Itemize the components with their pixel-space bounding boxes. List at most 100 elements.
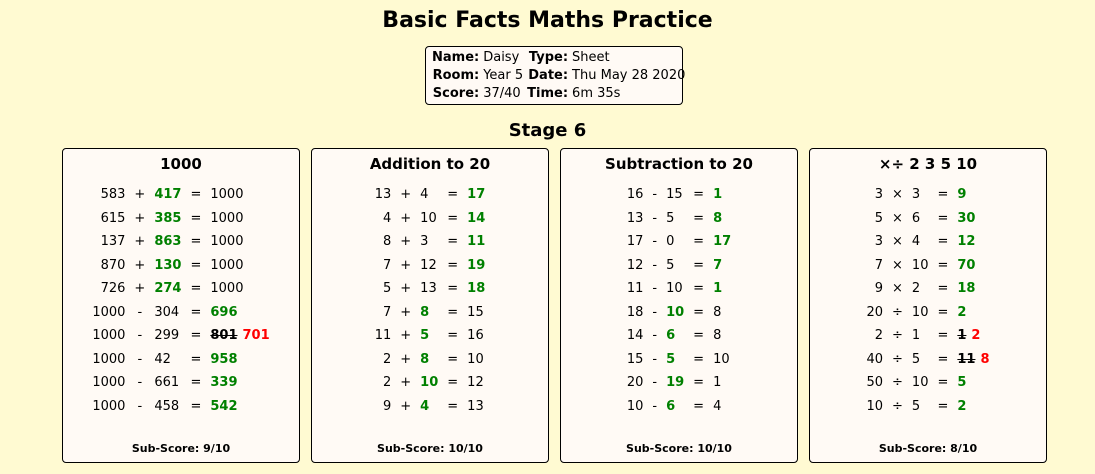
operand-b: 2 — [911, 281, 921, 296]
operand-b: 10 — [911, 257, 929, 273]
operand-b: 5 — [911, 351, 921, 367]
answer: 274 — [154, 281, 182, 296]
operand-b: 5 — [666, 257, 675, 273]
operand-a: 615 — [100, 210, 126, 226]
corrected-answer: 8 — [980, 351, 990, 367]
operand-b: 42 — [154, 351, 171, 367]
answer: 19 — [467, 254, 485, 278]
operator: - — [652, 210, 658, 226]
operand-a: 8 — [382, 234, 392, 249]
equals-sign: = — [190, 328, 202, 343]
operand-a: 18 — [626, 304, 644, 320]
operand-b: 12 — [420, 257, 437, 273]
operator: + — [134, 210, 146, 226]
result-value: 10 — [713, 351, 730, 367]
operator: ÷ — [892, 398, 903, 414]
practice-panel: Subtraction to 20 16-15 = 1 13-5 = 8 17-0 = 17 12-… — [560, 148, 798, 463]
answer: 12 — [957, 230, 989, 254]
equals-sign: = — [937, 281, 949, 296]
result-value: 12 — [467, 375, 484, 390]
operand-b: 661 — [154, 375, 180, 390]
operator: ÷ — [892, 328, 903, 343]
operator: - — [652, 398, 658, 414]
time-label: Time: — [527, 86, 569, 101]
result-value: 1 — [713, 375, 722, 390]
equals-sign: = — [937, 234, 949, 249]
practice-panel: Addition to 20 13 +4 = 17 4 +10 = 14 8 +3 = 11 7 +12 = 1… — [311, 148, 549, 463]
type-label: Type: — [528, 50, 569, 65]
equals-sign: = — [693, 187, 705, 202]
answer: 5 — [666, 351, 676, 367]
equation-list: 583 +417 = 1000 615 +385 = 1000 137 +863 = 1000 870 +… — [63, 183, 299, 418]
answer-value: 30 — [957, 210, 976, 226]
operand-a: 5 — [874, 210, 884, 226]
answer: 339 — [210, 371, 269, 395]
operand-b: 10 — [911, 304, 929, 320]
operator: + — [134, 257, 146, 273]
operand-a: 7 — [874, 257, 884, 273]
operator: - — [137, 398, 143, 414]
answer-value: 7 — [713, 257, 723, 273]
answer-value: 1 — [713, 187, 723, 202]
equals-sign: = — [693, 304, 705, 320]
operand-a: 17 — [626, 234, 644, 249]
result: 1000 — [210, 277, 269, 301]
date-value: Thu May 28 2020 — [572, 68, 686, 83]
answer: 9 — [957, 183, 989, 207]
equals-sign: = — [447, 398, 459, 414]
answer: 5 — [957, 371, 989, 395]
equals-sign: = — [937, 351, 949, 367]
equals-sign: = — [693, 398, 705, 414]
operator: - — [137, 328, 143, 343]
answer-value: 19 — [467, 257, 486, 273]
result: 16 — [467, 324, 485, 348]
operator: - — [137, 351, 143, 367]
score-value: 37/40 — [483, 86, 521, 101]
operator: - — [137, 304, 143, 320]
score-label: Score: — [432, 86, 480, 101]
answer-value: 14 — [467, 210, 486, 226]
panel-title: ×÷ 2 3 5 10 — [878, 155, 978, 173]
operand-a: 13 — [374, 187, 392, 202]
result-value: 1000 — [210, 257, 244, 273]
equals-sign: = — [693, 281, 705, 296]
practice-panel: ×÷ 2 3 5 10 3 × 3 = 9 5 × 6 = 30 3 × 4 = 12 7 × 10 = 70 9 × 2 = 1… — [809, 148, 1047, 463]
result-value: 8 — [713, 328, 722, 343]
equals-sign: = — [190, 281, 202, 296]
operand-a: 1000 — [92, 351, 126, 367]
result: 8 — [713, 301, 731, 325]
equation-list: 13 +4 = 17 4 +10 = 14 8 +3 = 11 7 +12 = 19 5 +13 = 18 7 +8 = 15… — [312, 183, 548, 418]
answer: 11 — [467, 230, 485, 254]
operand-a: 11 — [626, 281, 644, 296]
operator: + — [400, 257, 412, 273]
answer: 17 — [467, 183, 485, 207]
operand-a: 1000 — [92, 375, 126, 390]
result: 10 — [713, 348, 731, 372]
operator: + — [400, 351, 412, 367]
answer: 4 — [420, 398, 430, 414]
operand-a: 10 — [866, 398, 884, 414]
operator: × — [892, 187, 903, 202]
operator: - — [652, 351, 658, 367]
operand-a: 1000 — [92, 328, 126, 343]
wrong-answer: 1 — [957, 328, 967, 343]
operand-a: 5 — [382, 281, 392, 296]
answer-value: 17 — [467, 187, 486, 202]
operand-b: 10 — [666, 281, 683, 296]
answer: 18 — [957, 277, 989, 301]
operand-a: 3 — [874, 234, 884, 249]
equals-sign: = — [937, 257, 949, 273]
operand-a: 4 — [382, 210, 392, 226]
answer: 5 — [420, 328, 430, 343]
operand-a: 15 — [626, 351, 644, 367]
equals-sign: = — [693, 234, 705, 249]
operator: - — [652, 257, 658, 273]
equals-sign: = — [937, 375, 949, 390]
operator: × — [892, 234, 903, 249]
answer: 1 — [713, 277, 731, 301]
operand-b: 6 — [911, 210, 921, 226]
sub-score: Sub-Score: 10/10 — [626, 442, 732, 455]
operand-b: 13 — [420, 281, 437, 296]
operand-a: 1000 — [92, 398, 126, 414]
